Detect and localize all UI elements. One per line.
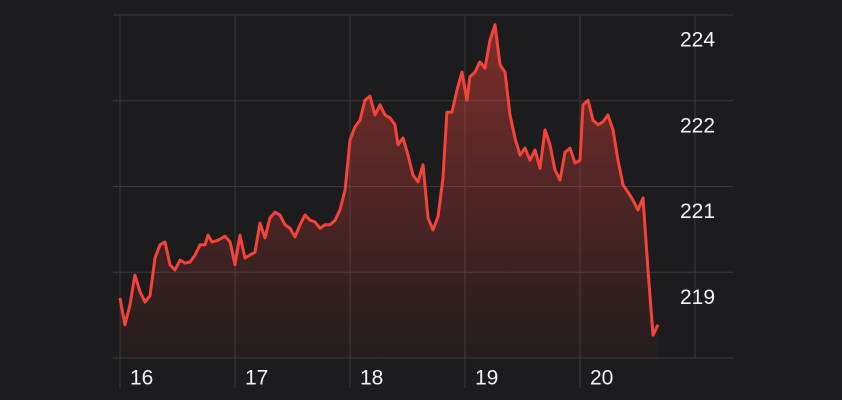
x-tick-label: 17 <box>245 367 268 390</box>
area <box>120 24 658 358</box>
y-tick-label: 219 <box>680 286 715 309</box>
x-tick-label: 19 <box>475 367 498 390</box>
y-tick-label: 222 <box>680 114 715 137</box>
line <box>118 23 660 337</box>
x-tick-label: 20 <box>590 367 613 390</box>
x-tick-label: 16 <box>130 367 153 390</box>
x-tick-label: 18 <box>360 367 383 390</box>
y-tick-label: 224 <box>680 29 715 52</box>
y-tick-label: 221 <box>680 200 715 223</box>
